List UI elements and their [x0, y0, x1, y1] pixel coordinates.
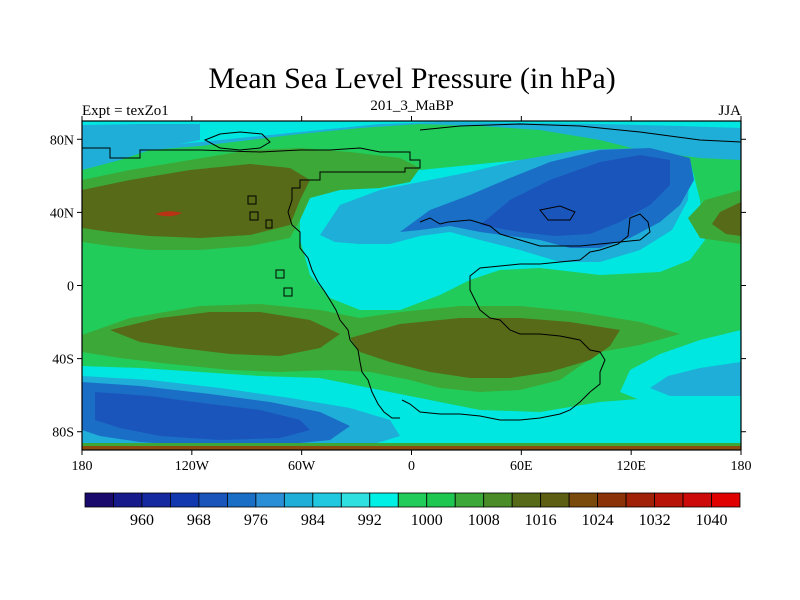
- coastline-arctic: [419, 123, 741, 143]
- colorbar-label: 1032: [639, 512, 671, 529]
- colorbar-label: 960: [130, 512, 154, 529]
- colorbar-swatch: [283, 492, 314, 508]
- colorbar-swatch: [654, 492, 684, 508]
- colorbar-swatch: [454, 492, 485, 508]
- center-subtitle: 201_3_MaBP: [370, 98, 453, 114]
- colorbar-swatch: [312, 492, 342, 508]
- colorbar-swatch: [255, 492, 285, 508]
- colorbar-label: 984: [301, 512, 325, 529]
- colorbar-swatch: [170, 492, 200, 508]
- field-arctic-cyan-light: [82, 121, 741, 150]
- colorbar-swatch: [340, 492, 371, 508]
- field-north-pacific-low: [82, 124, 200, 156]
- colorbar-label: 1000: [411, 512, 443, 529]
- x-tick-label: 60W: [288, 459, 316, 474]
- colorbar-swatch: [369, 492, 399, 508]
- coastline-islands: [247, 195, 576, 297]
- y-axis: 80N 40N 0 40S 80S: [50, 133, 746, 441]
- y-tick-label: 80S: [52, 426, 74, 441]
- coastline-americas: [82, 147, 421, 419]
- field-sh-high-core-east: [350, 318, 620, 378]
- coastlines: [82, 123, 741, 421]
- colorbar-swatch: [540, 492, 570, 508]
- colorbar-label: 1024: [582, 512, 614, 529]
- x-tick-label: 120W: [175, 459, 210, 474]
- colorbar-swatch: [113, 492, 143, 508]
- colorbar-swatch: [511, 492, 542, 508]
- coastline-greenland: [203, 131, 271, 151]
- field-east-high-core: [712, 202, 741, 236]
- left-subtitle: Expt = texZo1: [82, 103, 169, 119]
- y-tick-label: 40N: [50, 206, 74, 221]
- y-tick-label: 80N: [50, 133, 74, 148]
- y-tick-label: 0: [67, 280, 74, 295]
- colorbar-label: 1008: [468, 512, 500, 529]
- colorbar-label: 968: [187, 512, 211, 529]
- field-asia-deep-low: [480, 155, 670, 236]
- colorbar-swatch: [426, 492, 456, 508]
- x-tick-label: 120E: [616, 459, 646, 474]
- right-subtitle: JJA: [718, 103, 741, 119]
- colorbar-swatch: [84, 492, 114, 508]
- chart-title: Mean Sea Level Pressure (in hPa): [208, 62, 615, 95]
- x-tick-label: 180: [731, 459, 752, 474]
- colorbar-swatch: [682, 492, 712, 508]
- colorbar-label: 992: [358, 512, 382, 529]
- colorbar-label: 1016: [525, 512, 557, 529]
- field-southern-deep-low: [95, 392, 310, 440]
- colorbar-swatch: [141, 492, 171, 508]
- x-tick-label: 0: [408, 459, 415, 474]
- colorbar-swatch: [483, 492, 513, 508]
- y-tick-label: 40S: [52, 353, 74, 368]
- colorbar-swatch: [226, 492, 257, 508]
- field-east-pacific-low: [650, 362, 741, 396]
- field-antarctic-edge: [82, 446, 741, 450]
- field-nh-high-peak: [155, 211, 182, 217]
- x-tick-label: 180: [72, 459, 93, 474]
- colorbar-swatch: [625, 492, 655, 508]
- colorbar-swatch: [711, 492, 741, 508]
- colorbar-label: 1040: [696, 512, 728, 529]
- colorbar-swatch: [397, 492, 428, 508]
- coastline-afro-eurasia: [401, 213, 651, 421]
- map-area: [82, 121, 741, 450]
- x-tick-label: 60E: [510, 459, 533, 474]
- colorbar-label: 976: [244, 512, 268, 529]
- colorbar-swatch: [198, 492, 228, 508]
- colorbar-swatch: [597, 492, 627, 508]
- field-sh-high-core-west: [110, 312, 340, 356]
- colorbar: 960 968 976 984 992 1000 1008 1016 1024 1032 1040: [84, 492, 741, 529]
- colorbar-swatch: [568, 492, 599, 508]
- x-axis: 180 120W 60W 0 60E 120E 180: [72, 116, 752, 474]
